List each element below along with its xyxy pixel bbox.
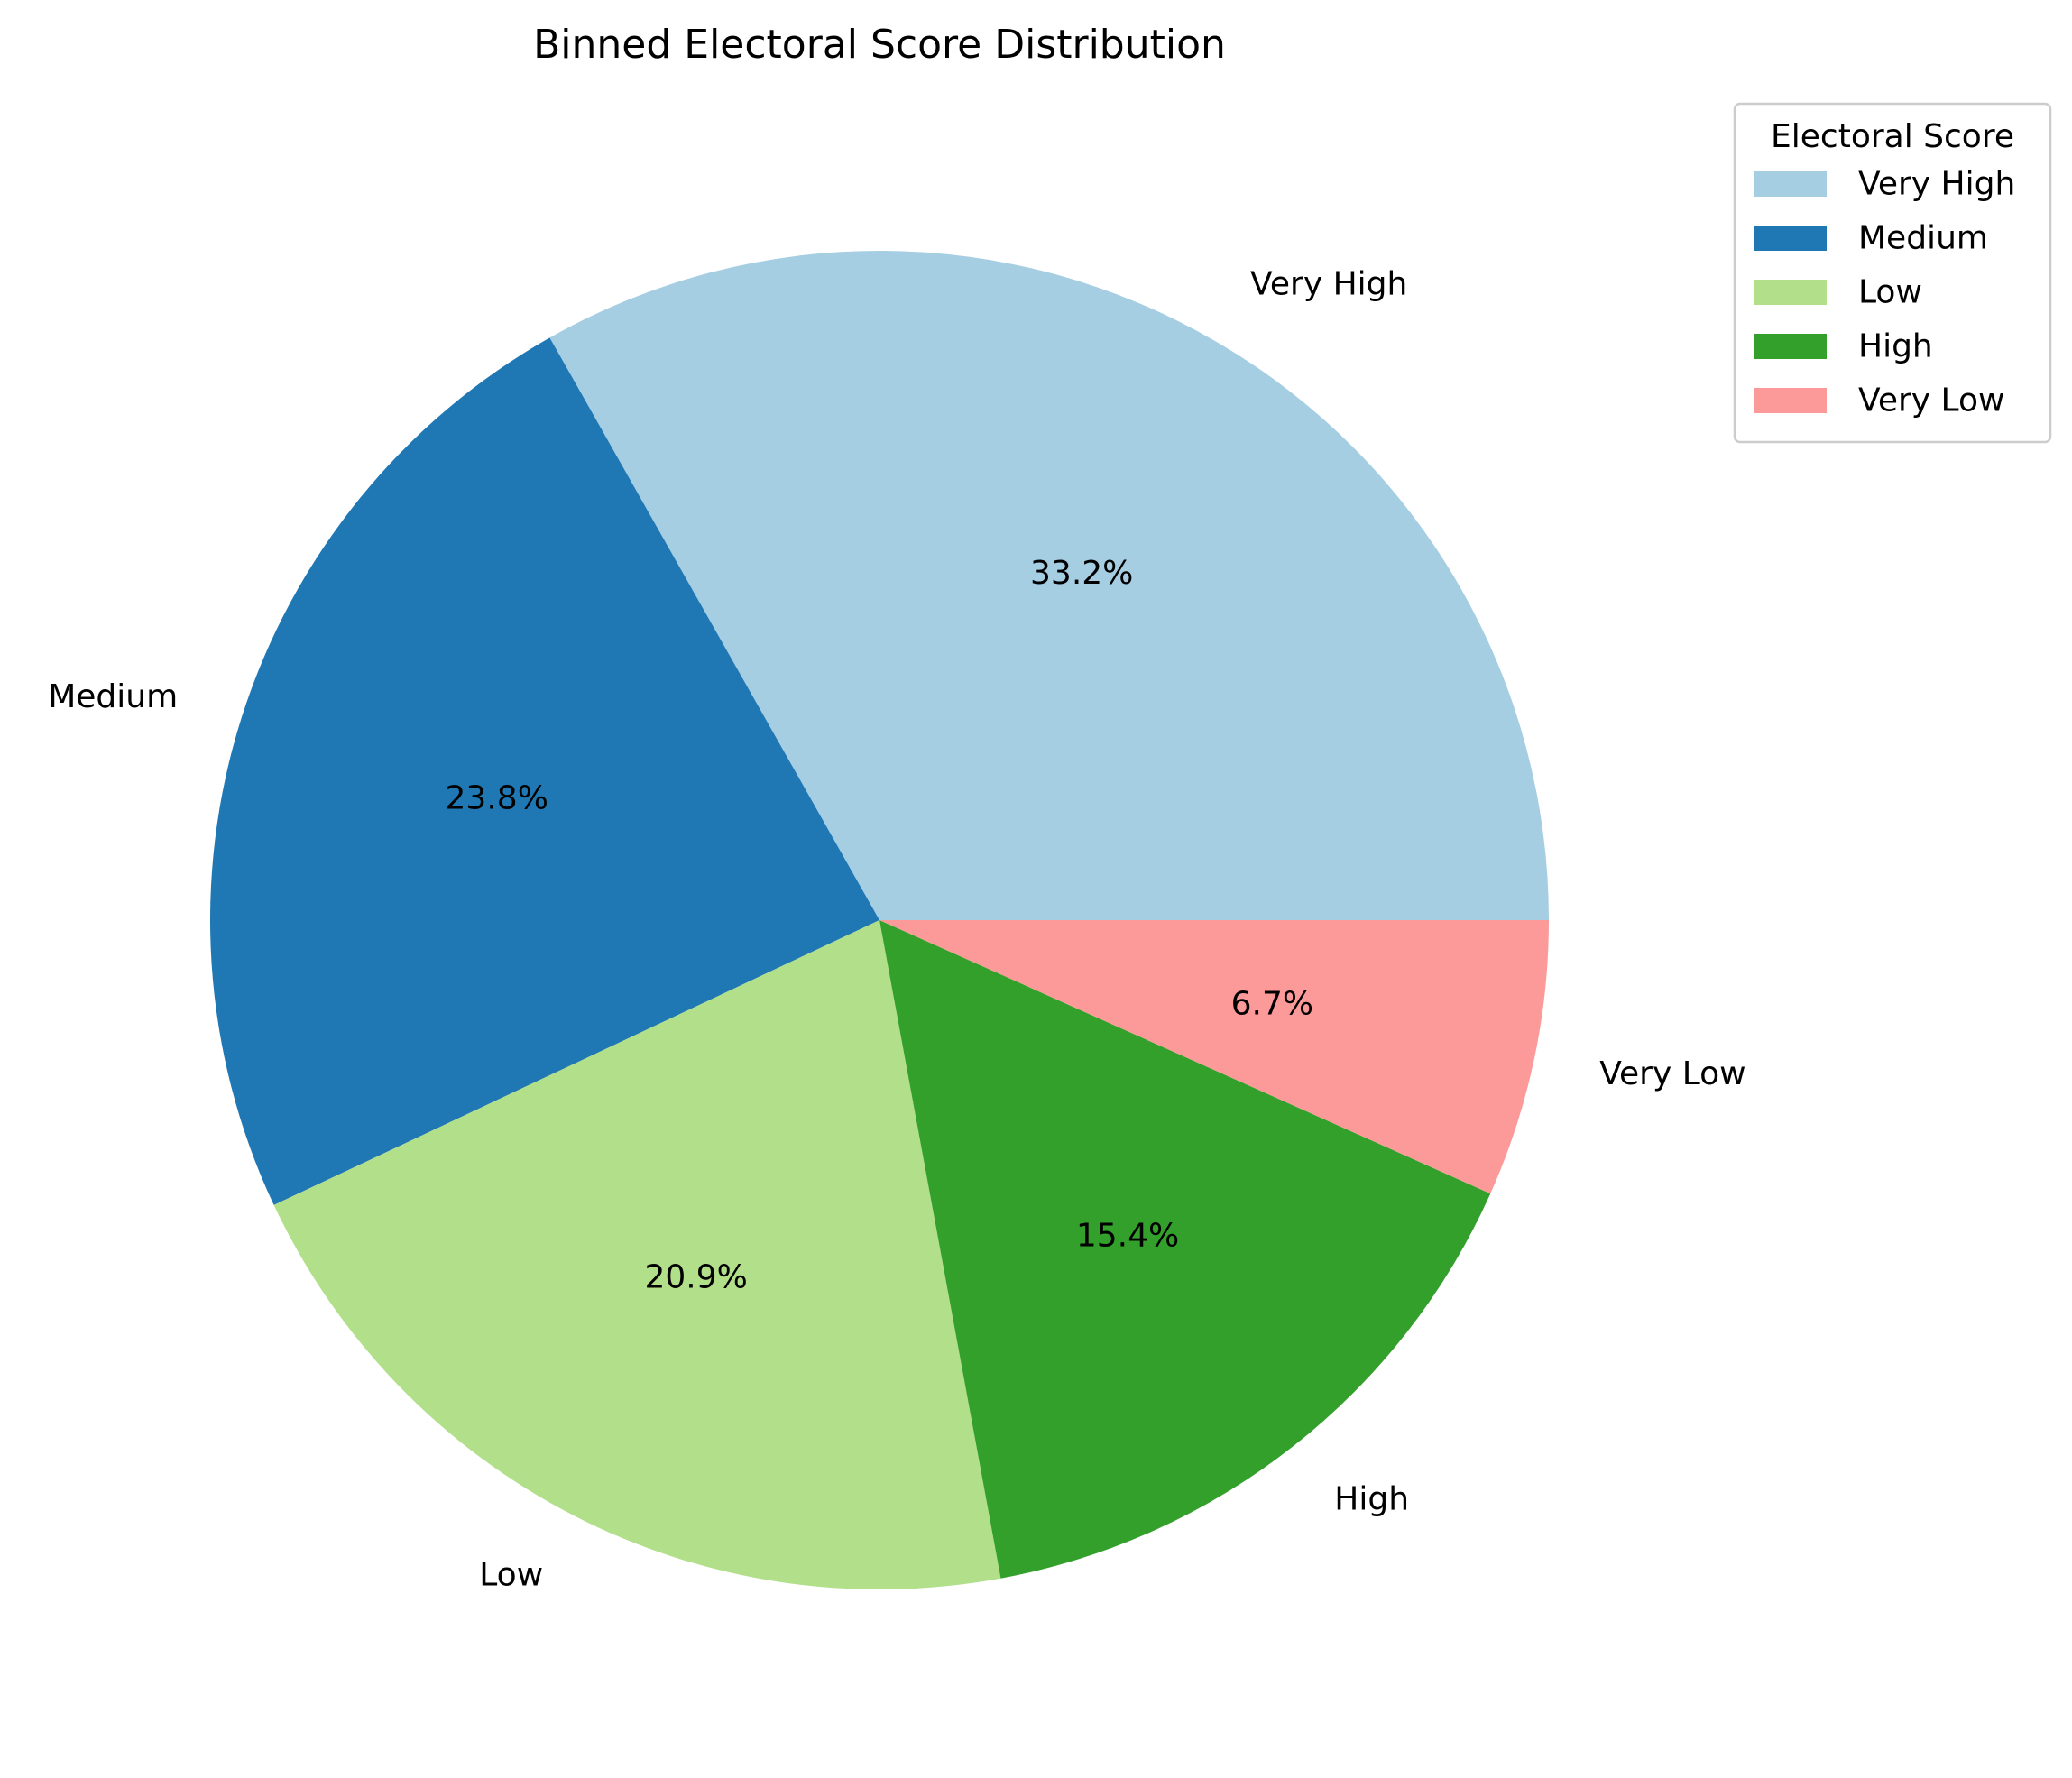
legend-title: Electoral Score [1771, 118, 2014, 155]
legend-swatch-very-low [1754, 388, 1827, 413]
legend-swatch-high [1754, 334, 1827, 359]
legend-swatch-very-high [1754, 171, 1827, 197]
pie-slices [210, 250, 1549, 1590]
pie-slice-very-high [549, 250, 1549, 920]
pie-slice-high [879, 920, 1491, 1579]
percent-labels: 33.2% 23.8% 20.9% 15.4% 6.7% [446, 555, 1314, 1296]
legend-label-low: Low [1858, 274, 1922, 311]
pie-slice-very-low [879, 920, 1549, 1194]
legend-label-medium: Medium [1858, 220, 1988, 257]
slice-label-low: Low [479, 1557, 543, 1594]
pie-slice-medium [210, 337, 879, 1205]
legend-swatch-medium [1754, 226, 1827, 251]
legend-label-very-low: Very Low [1858, 382, 2004, 419]
chart-title: Binned Electoral Score Distribution [533, 22, 1226, 68]
slice-label-very-high: Very High [1250, 265, 1407, 302]
slice-labels: Very High Medium Low High Very Low [48, 265, 1745, 1593]
percent-label-low: 20.9% [644, 1259, 747, 1296]
slice-label-high: High [1334, 1480, 1409, 1517]
slice-label-very-low: Very Low [1599, 1055, 1745, 1092]
pie-slice-low [273, 920, 1001, 1590]
legend: Electoral Score Very HighMediumLowHighVe… [1733, 102, 2052, 444]
legend-entries: Very High Medium Low High Very Low [1754, 166, 2015, 419]
slice-label-medium: Medium [48, 678, 178, 715]
percent-label-very-low: 6.7% [1231, 986, 1313, 1023]
percent-label-very-high: 33.2% [1030, 555, 1133, 592]
legend-label-very-high: Very High [1858, 166, 2015, 203]
legend-swatch-low [1754, 280, 1827, 305]
legend-label-high: High [1858, 328, 1933, 365]
percent-label-high: 15.4% [1076, 1218, 1179, 1255]
percent-label-medium: 23.8% [446, 780, 548, 817]
